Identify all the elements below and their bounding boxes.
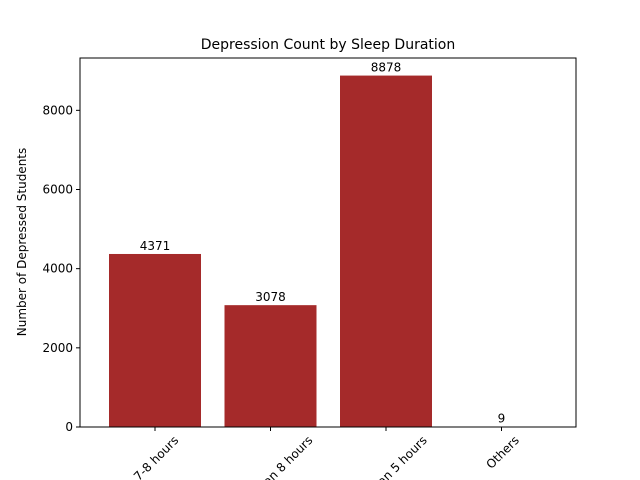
bar xyxy=(109,253,201,427)
y-tick-label: 0 xyxy=(65,420,73,434)
y-axis-label: Number of Depressed Students xyxy=(15,148,29,337)
plot-frame xyxy=(79,57,577,428)
bar xyxy=(340,75,432,428)
value-label: 9 xyxy=(498,412,506,426)
y-tick-label: 6000 xyxy=(42,182,73,196)
y-tick-label: 4000 xyxy=(42,262,73,276)
bar xyxy=(224,305,317,427)
value-label: 3078 xyxy=(255,290,286,304)
value-label: 8878 xyxy=(371,61,402,75)
y-tick-label: 2000 xyxy=(42,341,73,355)
value-label: 4371 xyxy=(140,239,171,253)
chart-title: Depression Count by Sleep Duration xyxy=(201,37,456,53)
y-tick-label: 8000 xyxy=(42,103,73,117)
